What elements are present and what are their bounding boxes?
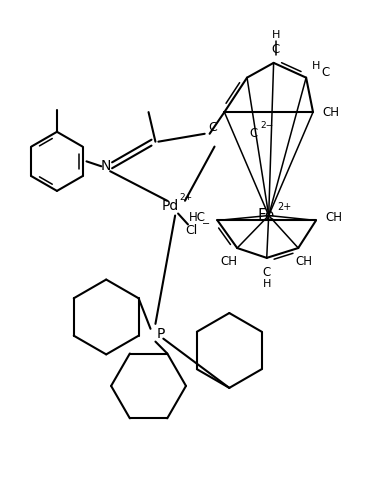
Text: CH: CH — [325, 211, 342, 224]
Text: Fe: Fe — [257, 208, 275, 223]
Text: C: C — [250, 128, 258, 140]
Text: C: C — [322, 66, 330, 79]
Text: H: H — [272, 30, 280, 40]
Text: C: C — [263, 266, 271, 279]
Text: N: N — [101, 160, 112, 173]
Text: −: − — [202, 220, 210, 230]
Text: Cl: Cl — [185, 224, 197, 237]
Text: C: C — [208, 122, 217, 134]
Text: P: P — [156, 326, 164, 340]
Text: C: C — [272, 42, 280, 56]
Text: CH: CH — [296, 256, 313, 268]
Text: 2+: 2+ — [277, 202, 291, 211]
Text: CH: CH — [322, 106, 339, 118]
Text: 2−: 2− — [260, 122, 273, 130]
Text: Pd: Pd — [162, 198, 179, 212]
Text: H: H — [312, 61, 320, 71]
Text: CH: CH — [221, 256, 238, 268]
Text: HC: HC — [189, 211, 206, 224]
Text: H: H — [262, 280, 271, 289]
Text: 2+: 2+ — [180, 194, 192, 202]
